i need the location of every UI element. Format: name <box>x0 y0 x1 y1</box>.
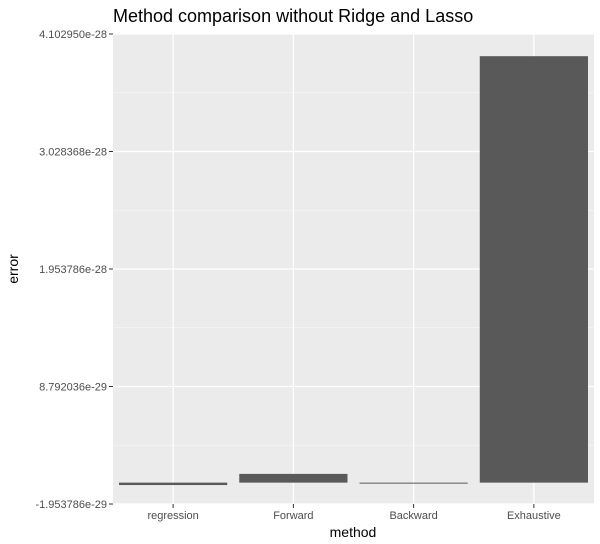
grid <box>113 33 594 505</box>
y-tick-label: 1.953786e-28 <box>39 264 107 276</box>
y-tick-label: -1.953786e-29 <box>35 499 107 511</box>
x-axis-title: method <box>330 524 377 540</box>
bar-backward <box>359 482 468 484</box>
bar-forward <box>239 473 348 483</box>
x-tick-label: Backward <box>389 510 437 522</box>
x-tick-label: Forward <box>273 510 313 522</box>
bars <box>119 56 588 486</box>
bar-regression <box>119 482 228 486</box>
y-axis: -1.953786e-29 8.792036e-29 1.953786e-28 3.0… <box>35 29 113 511</box>
y-axis-title: error <box>5 254 21 284</box>
bar-exhaustive <box>479 56 588 483</box>
chart-title: Method comparison without Ridge and Lass… <box>113 6 473 26</box>
y-tick-label: 3.028368e-28 <box>39 146 107 158</box>
y-tick-label: 8.792036e-29 <box>39 382 107 394</box>
x-tick-label: regression <box>147 510 198 522</box>
x-tick-label: Exhaustive <box>507 510 561 522</box>
y-tick-label: 4.102950e-28 <box>39 29 107 41</box>
x-axis: regression Forward Backward Exhaustive <box>147 504 561 522</box>
